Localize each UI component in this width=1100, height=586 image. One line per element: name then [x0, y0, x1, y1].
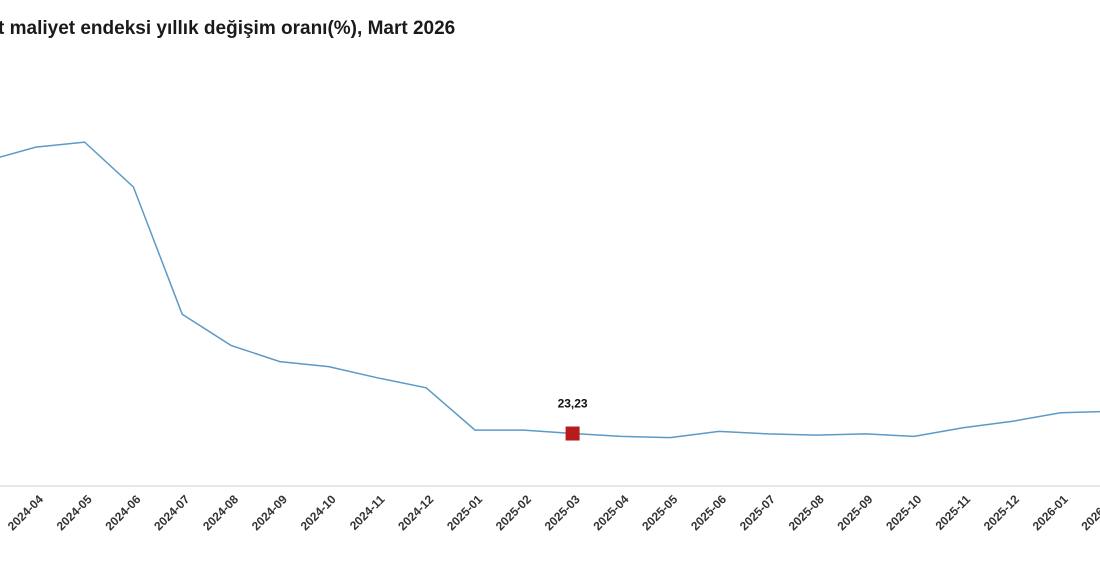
- x-tick-label: 2025-06: [688, 492, 729, 533]
- data-point-marker: [565, 426, 580, 441]
- x-tick-label: 2025-11: [933, 492, 974, 533]
- x-tick-label: 2024-11: [347, 492, 388, 533]
- x-tick-label: 2025-05: [639, 492, 680, 533]
- x-tick-label: 2025-02: [493, 492, 534, 533]
- x-tick-label: 2026-02: [1078, 492, 1100, 533]
- x-tick-label: 2024-08: [200, 492, 241, 533]
- x-tick-label: 2025-04: [590, 492, 631, 533]
- x-tick-label: 2024-09: [249, 492, 290, 533]
- x-tick-label: 2025-08: [786, 492, 827, 533]
- x-tick-label: 2024-07: [151, 492, 192, 533]
- x-tick-label: 2025-09: [834, 492, 875, 533]
- x-tick-label: 2025-01: [444, 492, 485, 533]
- x-tick-label: 2024-05: [54, 492, 95, 533]
- x-tick-label: 2024-06: [102, 492, 143, 533]
- x-tick-label: 2024-12: [395, 492, 436, 533]
- chart-title: t maliyet endeksi yıllık değişim oranı(%…: [0, 18, 456, 39]
- x-tick-label: 2024-10: [298, 492, 339, 533]
- series-line: [0, 141, 1100, 439]
- x-tick-label: 2024-04: [5, 492, 46, 533]
- x-tick-label: 2026-01: [1030, 492, 1071, 533]
- x-tick-label: 2025-03: [542, 492, 583, 533]
- x-tick-label: 2025-12: [981, 492, 1022, 533]
- x-tick-label: 2025-10: [883, 492, 924, 533]
- data-label: 23,23: [558, 397, 588, 411]
- x-tick-label: 2025-07: [737, 492, 778, 533]
